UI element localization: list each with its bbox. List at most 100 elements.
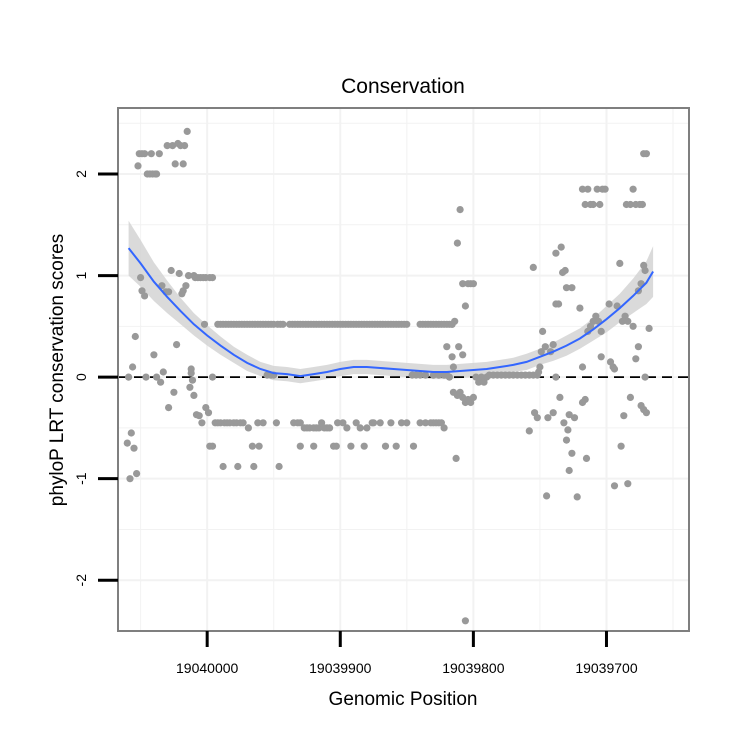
data-point [645, 324, 653, 332]
data-point [549, 341, 557, 349]
x-tick-label: 19039800 [442, 660, 505, 676]
data-point [573, 493, 581, 501]
data-point [568, 284, 576, 292]
data-point [584, 185, 592, 193]
data-point [190, 391, 198, 399]
data-point [564, 426, 572, 434]
data-point [254, 419, 262, 427]
data-point [452, 454, 460, 462]
data-point [326, 424, 334, 432]
data-point [130, 444, 138, 452]
data-point [272, 419, 280, 427]
data-point [617, 442, 625, 450]
data-point [416, 419, 424, 427]
x-tick-label: 19039700 [575, 660, 638, 676]
data-point [443, 343, 451, 351]
data-point [549, 409, 557, 417]
data-point [597, 353, 605, 361]
data-point [188, 376, 197, 384]
data-point [123, 439, 131, 447]
data-point [629, 185, 637, 193]
data-point [409, 442, 418, 450]
y-tick-label: -2 [73, 574, 89, 587]
data-point [279, 320, 287, 328]
data-point [360, 442, 368, 450]
data-point [541, 343, 549, 351]
data-point [403, 419, 411, 427]
data-point [455, 343, 463, 351]
data-point [208, 274, 217, 282]
data-point [195, 412, 203, 420]
data-point [456, 206, 464, 214]
smooth-curve [127, 247, 654, 378]
data-point [421, 371, 430, 379]
data-point [626, 393, 635, 401]
y-tick-label: 1 [73, 271, 89, 279]
data-point [347, 442, 355, 450]
data-point [200, 320, 209, 328]
data-point [332, 442, 340, 450]
data-point [453, 239, 461, 247]
data-point [556, 393, 564, 401]
data-point [449, 363, 457, 371]
data-point [596, 200, 604, 209]
data-point [381, 442, 390, 450]
x-tick-label: 19040000 [176, 660, 239, 676]
data-point [153, 373, 161, 381]
chart-title: Conservation [341, 75, 465, 98]
data-point [147, 150, 155, 158]
y-tick-label: 0 [73, 373, 89, 381]
data-point [275, 462, 283, 471]
data-point [397, 419, 406, 427]
data-point [578, 398, 587, 407]
data-point [187, 369, 195, 377]
data-point [403, 320, 411, 328]
data-point [183, 127, 191, 135]
data-point [204, 409, 213, 417]
data-point [461, 302, 469, 310]
data-point [581, 200, 589, 209]
data-point [642, 409, 651, 417]
data-point [576, 304, 584, 312]
data-point [141, 150, 149, 158]
data-point [356, 424, 364, 432]
data-point [616, 259, 624, 267]
data-point [334, 419, 342, 427]
data-point [163, 142, 171, 150]
data-point [632, 355, 640, 363]
data-point [165, 404, 173, 412]
data-point [642, 150, 651, 158]
data-point [179, 160, 187, 168]
data-point [186, 383, 194, 391]
data-point [167, 266, 175, 275]
data-points [123, 127, 653, 625]
data-point [536, 363, 544, 371]
data-point [601, 185, 609, 193]
data-point [125, 373, 133, 381]
data-point [610, 365, 619, 373]
data-point [259, 419, 267, 427]
data-point [159, 368, 167, 376]
data-point [208, 373, 217, 381]
data-point [620, 412, 628, 420]
data-point [131, 332, 139, 341]
x-tick-label: 19039900 [309, 660, 372, 676]
data-point [593, 185, 601, 193]
data-point [129, 363, 137, 371]
data-point [208, 442, 217, 450]
data-point [170, 388, 178, 396]
data-point [589, 200, 597, 209]
data-point [219, 462, 227, 471]
y-tick-label: -1 [73, 472, 89, 485]
data-point [531, 409, 539, 417]
data-point [597, 327, 605, 335]
x-axis-label: Genomic Position [329, 689, 478, 710]
data-point [296, 442, 304, 450]
data-point [127, 429, 135, 437]
data-point [624, 317, 632, 325]
data-point [175, 269, 183, 278]
data-point [363, 424, 371, 432]
data-point [198, 419, 206, 427]
data-point [153, 170, 161, 178]
